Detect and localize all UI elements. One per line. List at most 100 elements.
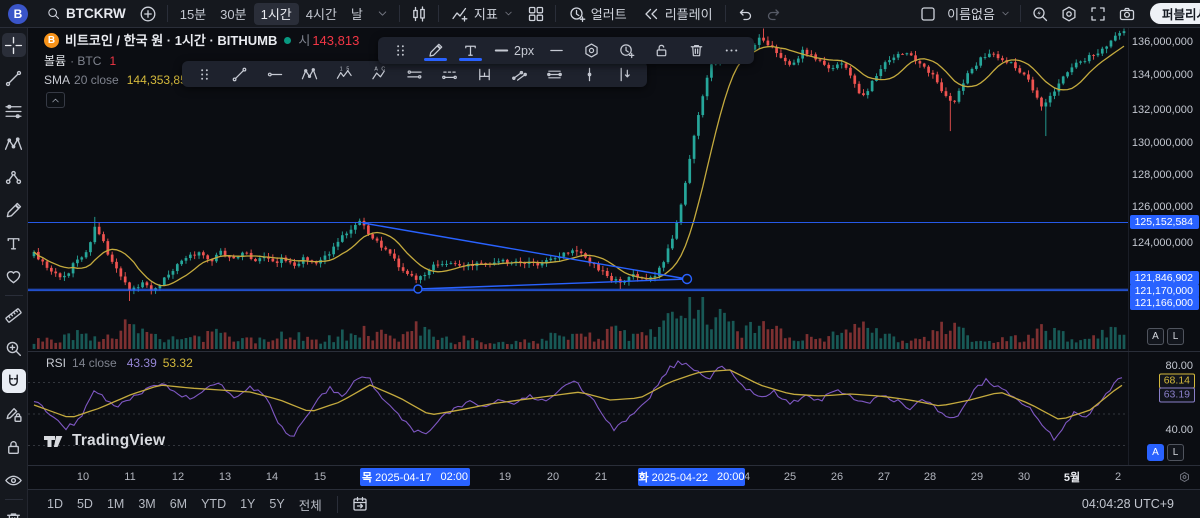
price-axis[interactable]: 136,000,000 134,000,000 132,000,000 130,000… [1128,28,1200,465]
magnet-tool[interactable] [1,369,26,393]
auto-scale-button[interactable]: A [1147,444,1164,461]
range-1M[interactable]: 1M [106,497,125,511]
replay-button[interactable]: 리플레이 [635,2,720,26]
sma-value: 144,353,850 [126,73,194,87]
chart-settings-button[interactable] [1055,2,1083,26]
lock-drawing-button[interactable] [645,39,678,62]
fav-horizontal-ray[interactable] [258,63,291,86]
measure-tool[interactable] [2,303,26,327]
fav-trend-line[interactable] [223,63,256,86]
quick-search-button[interactable] [1026,2,1054,26]
svg-text:1: 1 [340,66,343,72]
line-style-button[interactable] [540,39,573,62]
fav-regression-trend[interactable] [538,63,571,86]
chart-canvas[interactable] [28,28,1128,465]
interval-1시간[interactable]: 1시간 [253,2,299,25]
crosshair-tool[interactable] [1,33,26,57]
line-width-button[interactable]: 2px [489,39,538,62]
user-avatar[interactable]: B [8,3,28,24]
sma-study-label[interactable]: SMA [44,73,71,87]
log-scale-button[interactable]: L [1167,328,1184,345]
symbol-search-button[interactable]: BTCKRW [39,2,133,26]
interval-날[interactable]: 날 [350,7,363,22]
rsi-name: RSI [46,356,67,370]
interval-15분[interactable]: 15분 [179,7,207,22]
xabcd-pattern-tool[interactable] [2,132,26,156]
interval-4시간[interactable]: 4시간 [305,7,337,22]
text-tool[interactable] [2,231,26,255]
interval-30분[interactable]: 30분 [220,7,247,22]
fav-anchored-vwap[interactable] [608,63,641,86]
trash-icon [4,510,23,518]
zoom-in-tool[interactable] [2,336,26,360]
divider [4,295,23,296]
redo-button[interactable] [760,2,788,26]
ruler-icon [4,306,23,325]
line-color-button[interactable] [419,39,452,62]
range-5Y[interactable]: 5Y [269,497,285,511]
legend-collapse-button[interactable] [46,92,65,108]
symbol-title[interactable]: 비트코인 / 한국 원 · 1시간 · BITHUMB [65,33,278,48]
favorites-drag-handle[interactable] [188,63,221,86]
search-icon [46,6,61,21]
crosshair-icon [4,36,23,55]
clock[interactable]: 04:04:28 UTC+9 [1081,497,1174,511]
range-3M[interactable]: 3M [138,497,156,511]
trend-line-tool[interactable] [2,66,26,90]
pane-separator[interactable] [28,351,1200,352]
range-5D[interactable]: 5D [76,497,93,511]
toolbar-drag-handle[interactable] [384,39,417,62]
chart-style-button[interactable] [405,2,433,26]
compare-add-button[interactable] [134,2,162,26]
range-1Y[interactable]: 1Y [240,497,256,511]
range-1D[interactable]: 1D [47,497,63,511]
fav-flat-top-bottom[interactable] [433,63,466,86]
range-6M[interactable]: 6M [169,497,188,511]
hide-drawings-tool[interactable] [2,468,26,492]
layout-checkbox[interactable] [914,2,942,26]
time-axis-settings-icon[interactable] [1178,471,1191,484]
snapshot-button[interactable] [1113,2,1141,26]
more-options-button[interactable] [715,39,748,62]
rsi-legend[interactable]: RSI 14 close 43.39 53.32 [46,356,193,370]
stay-drawing-mode-tool[interactable] [2,402,26,426]
indicator-templates-button[interactable] [522,2,550,26]
redo-icon [765,5,783,23]
time-tick: 30 [1017,471,1031,483]
lock-icon [4,438,23,457]
brush-tool[interactable] [2,198,26,222]
fav-date-range[interactable] [468,63,501,86]
add-alert-button[interactable] [610,39,643,62]
time-axis[interactable]: 101112131415192021242526272829305월2목 202… [28,465,1200,488]
price-tick: 40.00 [1165,424,1193,436]
fav-parallel-channel[interactable] [503,63,536,86]
indicators-button[interactable]: 지표 [444,2,521,26]
delete-drawing-button[interactable] [680,39,713,62]
fib-retracement-tool[interactable] [2,99,26,123]
svg-text:5: 5 [346,66,349,72]
text-color-button[interactable] [454,39,487,62]
fav-xabcd-pattern[interactable] [293,63,326,86]
prediction-tool[interactable] [2,165,26,189]
rsi-value-1: 43.39 [126,356,157,370]
volume-study-label[interactable]: 볼륨 [44,54,67,68]
drawing-settings-button[interactable] [575,39,608,62]
interval-menu-button[interactable] [371,2,394,26]
layout-name-button[interactable]: 이름없음 [943,2,1015,26]
fav-vertical-line[interactable] [573,63,606,86]
log-scale-button[interactable]: L [1167,444,1184,461]
emoji-tool[interactable] [2,264,26,288]
publish-button[interactable]: 퍼블리시 [1149,3,1200,24]
lock-drawings-tool[interactable] [2,435,26,459]
undo-button[interactable] [731,2,759,26]
go-to-date-button[interactable] [346,492,374,516]
alert-button[interactable]: 얼러트 [561,2,634,26]
fav-disjoint-channel[interactable] [398,63,431,86]
fullscreen-button[interactable] [1084,2,1112,26]
auto-scale-button[interactable]: A [1147,328,1164,345]
remove-drawings-tool[interactable] [2,507,26,518]
range-YTD[interactable]: YTD [201,497,227,511]
range-전체[interactable]: 전체 [298,498,322,513]
